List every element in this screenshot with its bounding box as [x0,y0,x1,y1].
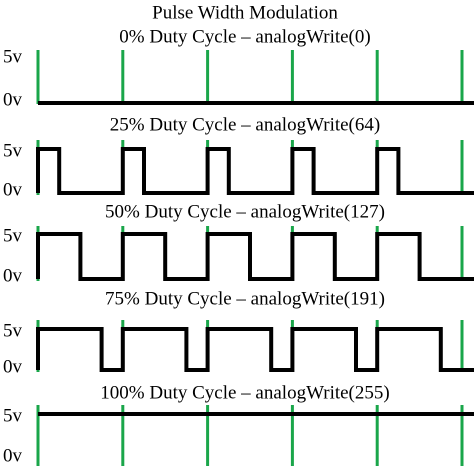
high-label: 5v [3,405,23,426]
panel-label: 0% Duty Cycle – analogWrite(0) [119,26,370,47]
panel-label: 25% Duty Cycle – analogWrite(64) [110,114,380,135]
high-label: 5v [3,320,23,341]
high-label: 5v [3,225,23,246]
panel-label: 50% Duty Cycle – analogWrite(127) [105,201,385,222]
waveform [36,327,474,372]
waveform [36,147,474,195]
low-label: 0v [3,179,23,200]
high-label: 5v [3,140,23,161]
low-label: 0v [3,356,23,377]
panel-label: 75% Duty Cycle – analogWrite(191) [105,288,385,309]
high-label: 5v [3,46,23,67]
low-label: 0v [3,89,23,110]
panel-label: 100% Duty Cycle – analogWrite(255) [100,382,389,403]
waveform [36,232,474,281]
title: Pulse Width Modulation [152,2,338,23]
low-label: 0v [3,265,23,286]
low-label: 0v [3,445,23,466]
